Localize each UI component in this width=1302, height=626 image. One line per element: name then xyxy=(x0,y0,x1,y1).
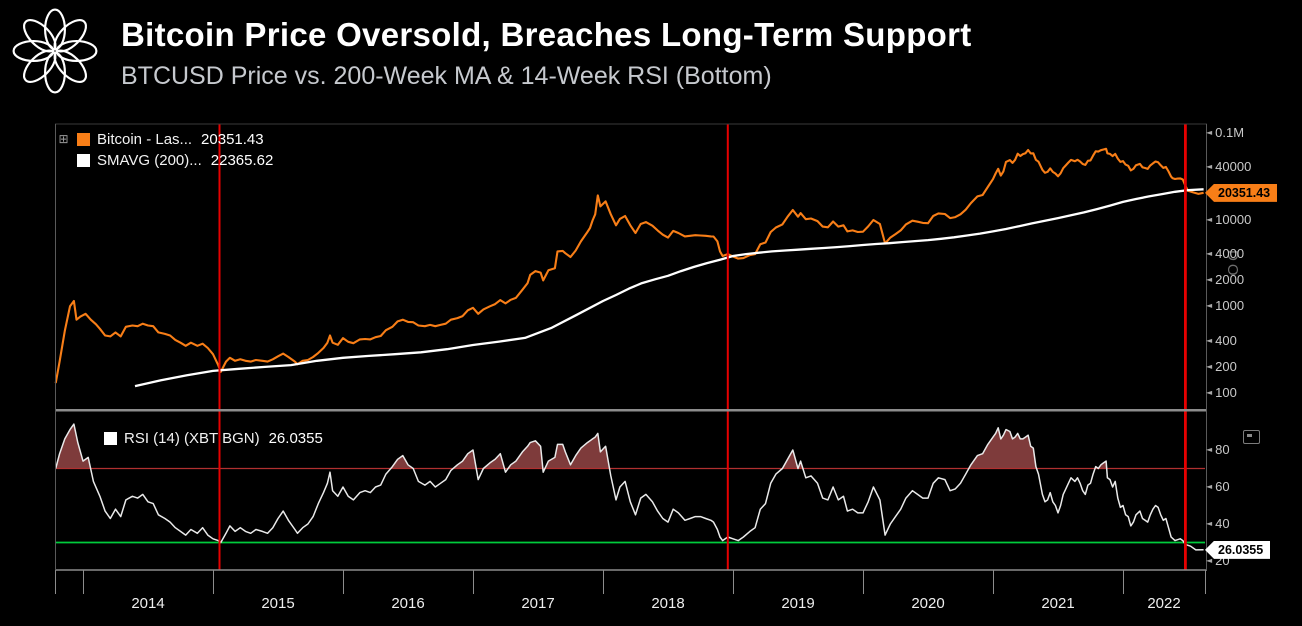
left-arrow-tick-icon: ◄ xyxy=(1206,249,1213,259)
year-label: 2020 xyxy=(911,595,945,612)
left-arrow-tick-icon: ◄ xyxy=(1206,301,1213,311)
price-axis-label: ◄ 100 xyxy=(1206,385,1237,400)
bitcoin-series-label: Bitcoin - Las... xyxy=(97,131,193,148)
year-label: 2014 xyxy=(131,595,165,612)
panel-box-icon[interactable] xyxy=(1243,430,1260,444)
rsi-overbought-fill xyxy=(544,433,610,469)
rsi-axis-label: ◄ 80 xyxy=(1206,442,1230,457)
left-arrow-tick-icon: ◄ xyxy=(1206,275,1213,285)
page-title: Bitcoin Price Oversold, Breaches Long-Te… xyxy=(121,16,972,53)
x-axis-tick xyxy=(1205,570,1206,594)
x-axis-tick xyxy=(343,570,344,594)
year-label: 2019 xyxy=(781,595,815,612)
chart-options-icon[interactable]: ⊞ xyxy=(58,132,69,146)
year-label: 2016 xyxy=(391,595,425,612)
x-axis-tick xyxy=(83,570,84,594)
x-axis-tick xyxy=(993,570,994,594)
price-last-badge: 20351.43 xyxy=(1205,183,1278,202)
left-arrow-tick-icon: ◄ xyxy=(1206,361,1213,371)
sma-200-line xyxy=(134,188,1204,388)
rsi-last-badge: 26.0355 xyxy=(1205,540,1271,559)
smavg-series-swatch xyxy=(77,154,90,167)
left-arrow-tick-icon: ◄ xyxy=(1206,214,1213,224)
bitcoin-series-value: 20351.43 xyxy=(201,131,264,148)
rsi-axis-label: ◄ 40 xyxy=(1206,516,1230,531)
year-label: 2015 xyxy=(261,595,295,612)
panel-divider[interactable] xyxy=(55,409,1207,412)
left-arrow-tick-icon: ◄ xyxy=(1206,335,1213,345)
x-axis-tick xyxy=(733,570,734,594)
smavg-series-value: 22365.62 xyxy=(210,152,274,169)
price-axis-label: ◄ 2000 xyxy=(1206,272,1245,288)
x-axis-tick xyxy=(1123,570,1124,594)
knot-logo-icon xyxy=(10,6,100,96)
x-axis-tick xyxy=(473,570,474,594)
price-axis-label: ◄ 1000 xyxy=(1206,298,1245,314)
price-axis-label: ◄ 200 xyxy=(1206,358,1237,374)
left-arrow-tick-icon: ◄ xyxy=(1206,445,1213,454)
legend-item-bitcoin[interactable]: ⊞ Bitcoin - Las... 20351.43 xyxy=(57,129,273,150)
left-arrow-tick-icon: ◄ xyxy=(1206,388,1213,397)
legend-item-smavg[interactable]: ⊞ SMAVG (200)... 22365.62 xyxy=(57,150,273,171)
x-axis-tick xyxy=(213,570,214,594)
left-arrow-tick-icon: ◄ xyxy=(1206,127,1213,137)
left-arrow-tick-icon: ◄ xyxy=(1206,519,1213,528)
bitcoin-series-swatch xyxy=(77,133,90,146)
rsi-series-value: 26.0355 xyxy=(268,430,323,447)
left-arrow-tick-icon: ◄ xyxy=(1206,556,1213,565)
rsi-overbought-fill xyxy=(508,440,543,469)
x-axis-tick xyxy=(863,570,864,594)
rsi-overbought-fill xyxy=(55,424,91,469)
year-label: 2021 xyxy=(1041,595,1075,612)
rsi-series-swatch xyxy=(104,432,117,445)
year-label: 2022 xyxy=(1147,595,1181,612)
price-axis-label: ◄ 10000 xyxy=(1206,211,1252,227)
watermark-text: DO xyxy=(1224,250,1241,279)
price-axis-label: ◄ 400 xyxy=(1206,332,1237,348)
price-axis-label: ◄ 40000 xyxy=(1206,159,1252,175)
x-axis-tick xyxy=(55,570,56,594)
bitcoin-price-line xyxy=(54,147,1204,384)
rsi-line xyxy=(54,423,1204,551)
price-axis-label: ◄ 0.1M xyxy=(1206,124,1245,140)
price-legend: ⊞ Bitcoin - Las... 20351.43 ⊞ SMAVG (200… xyxy=(57,129,273,171)
rsi-legend: RSI (14) (XBT BGN) 26.0355 xyxy=(104,428,323,449)
page-subtitle: BTCUSD Price vs. 200-Week MA & 14-Week R… xyxy=(121,62,772,90)
rsi-axis-label: ◄ 60 xyxy=(1206,479,1230,494)
smavg-series-label: SMAVG (200)... xyxy=(97,152,202,169)
rsi-series-label: RSI (14) (XBT BGN) xyxy=(124,430,260,447)
left-arrow-tick-icon: ◄ xyxy=(1206,162,1213,172)
price-axis-label: ◄ 4000 xyxy=(1206,246,1245,262)
year-label: 2018 xyxy=(651,595,685,612)
knot-logo-svg xyxy=(12,8,98,94)
legend-item-rsi[interactable]: RSI (14) (XBT BGN) 26.0355 xyxy=(104,428,323,449)
rsi-overbought-fill xyxy=(968,427,1037,469)
left-arrow-tick-icon: ◄ xyxy=(1206,482,1213,491)
year-label: 2017 xyxy=(521,595,555,612)
x-axis-tick xyxy=(603,570,604,594)
